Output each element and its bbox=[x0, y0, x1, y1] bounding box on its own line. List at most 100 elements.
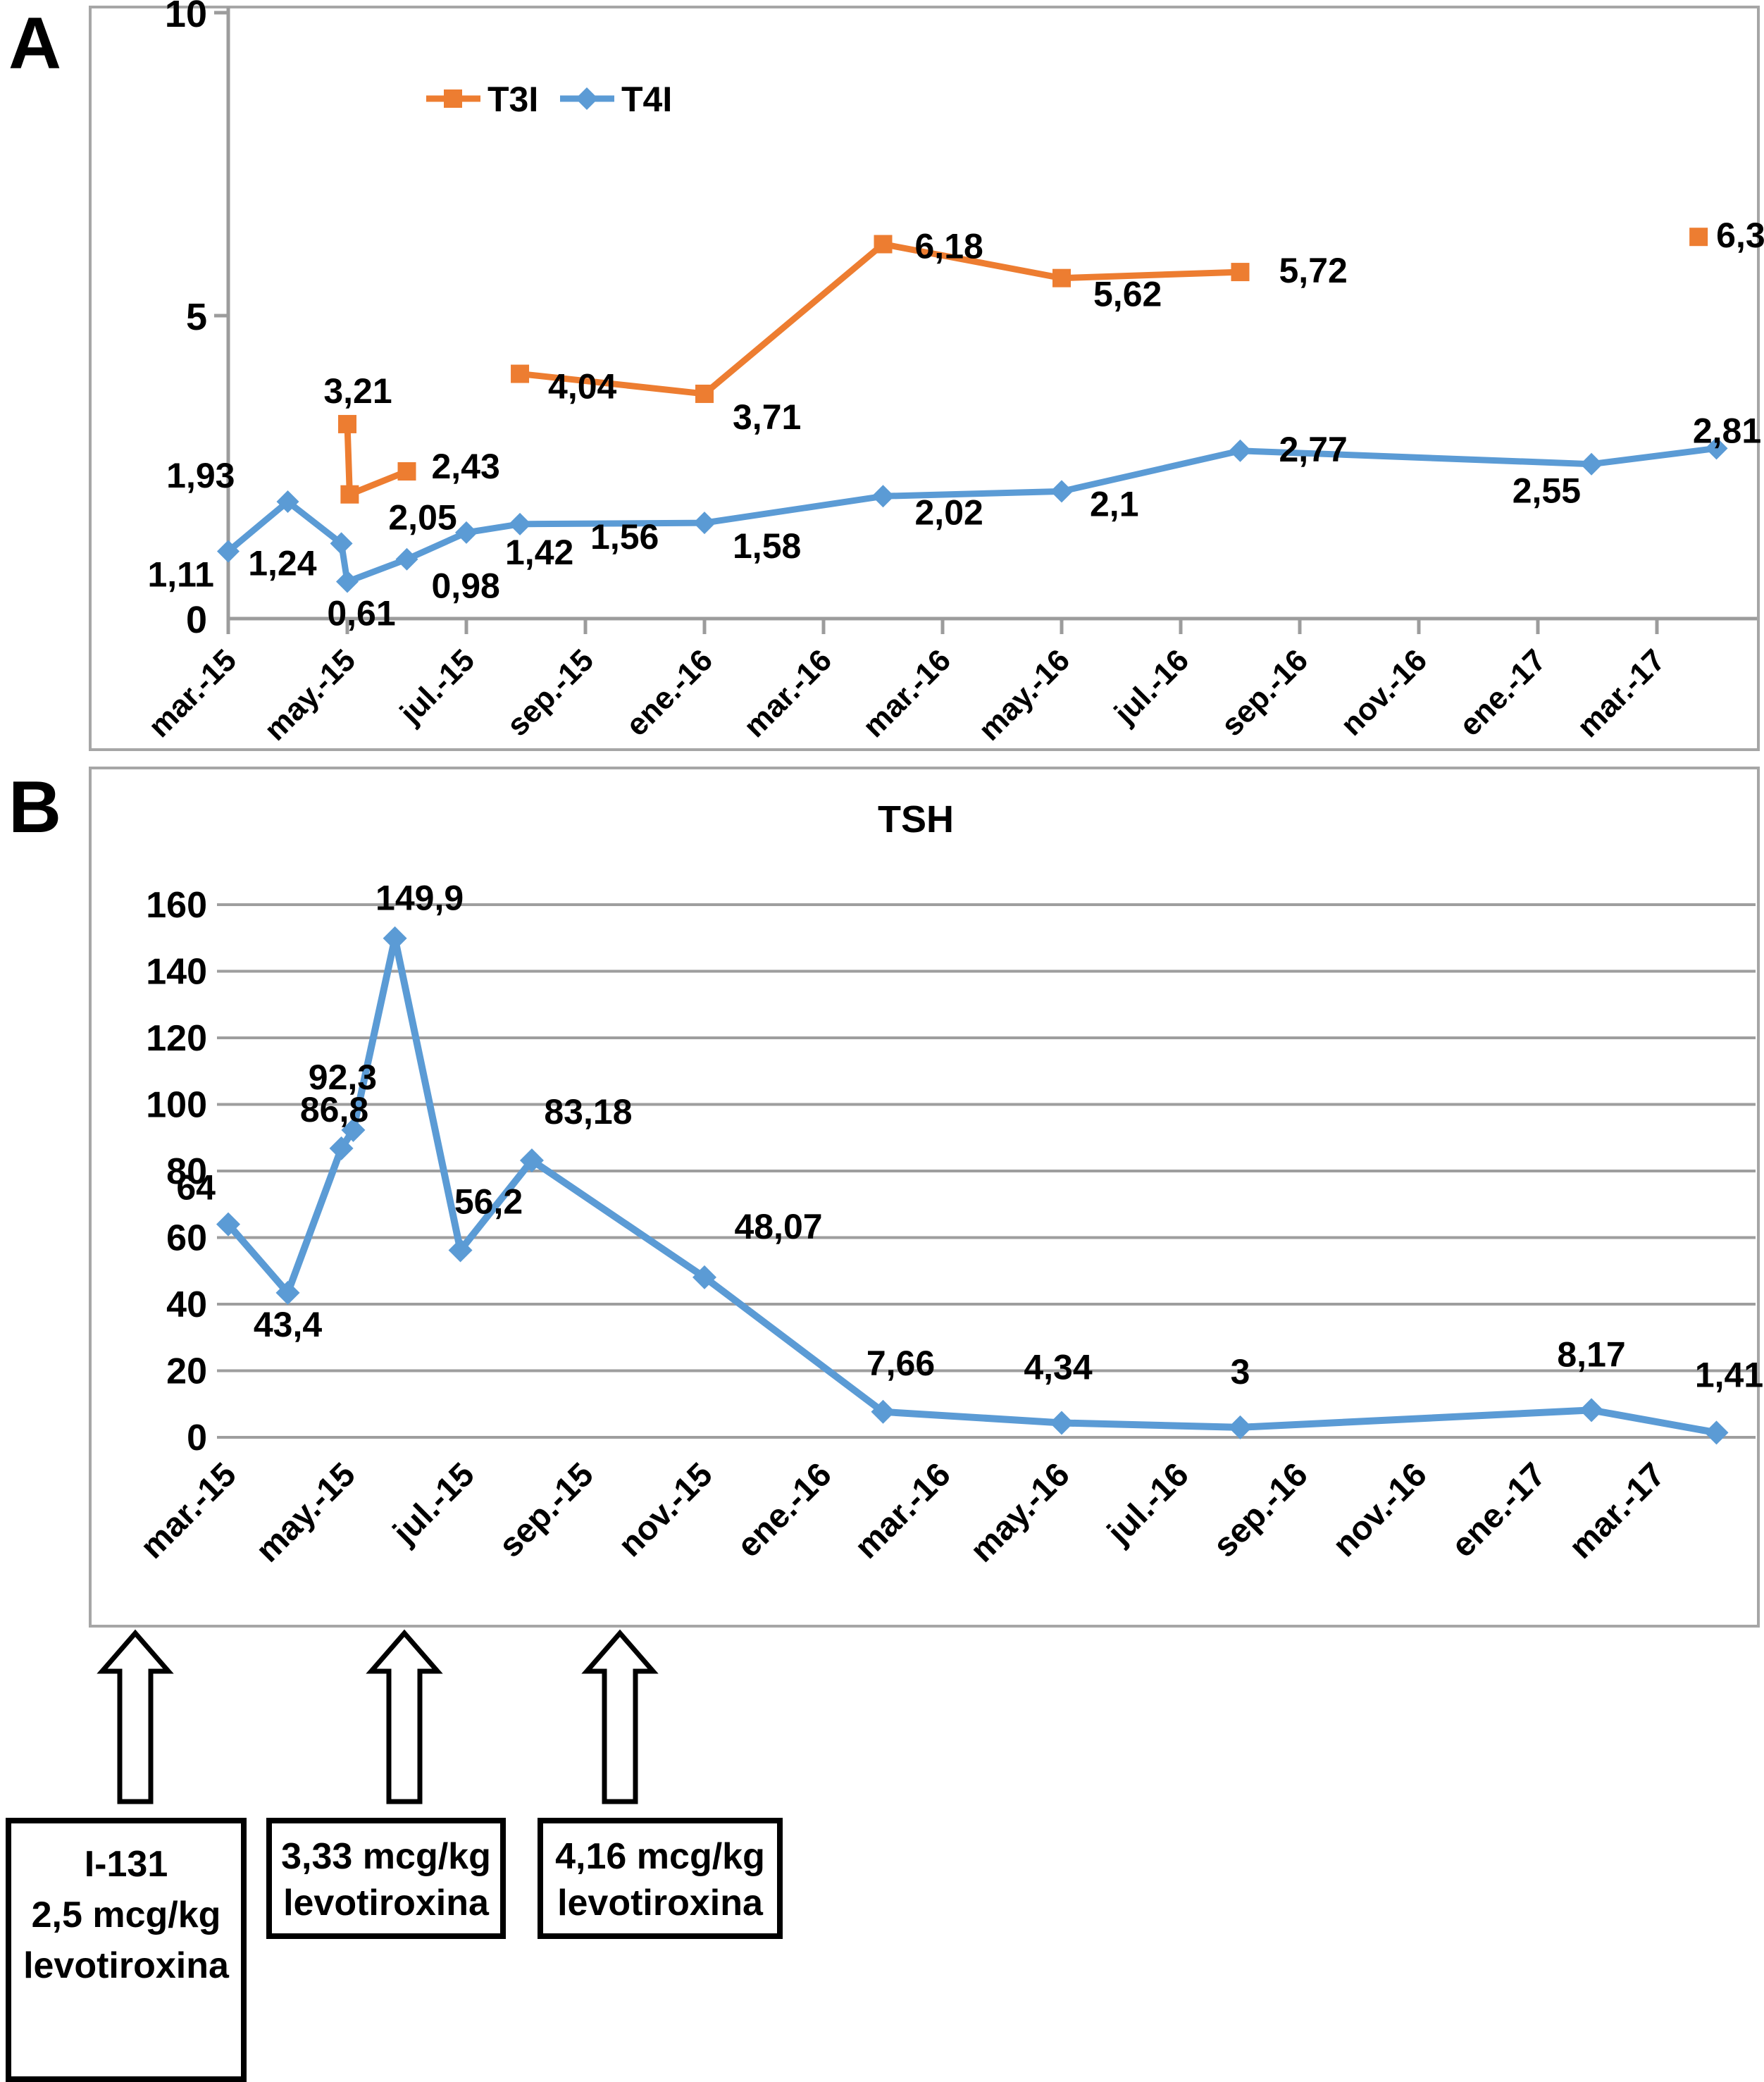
panel-b-y-tick-label: 160 bbox=[146, 885, 207, 926]
panel-b-chart: 0 20 40 60 80 100 120 140 160 mar.-15 may.-15 jul.-… bbox=[133, 885, 1756, 1570]
tsh-data-label: 48,07 bbox=[734, 1207, 822, 1246]
tsh-data-label: 56,2 bbox=[454, 1182, 523, 1221]
tsh-marker bbox=[519, 1148, 544, 1172]
t4i-marker bbox=[455, 521, 478, 544]
tsh-marker bbox=[448, 1238, 473, 1263]
tsh-marker bbox=[341, 1117, 366, 1142]
t3i-data-label: 5,72 bbox=[1279, 251, 1348, 290]
tsh-marker bbox=[871, 1399, 895, 1424]
tsh-marker bbox=[1704, 1420, 1729, 1445]
t3i-marker bbox=[1231, 263, 1250, 282]
panel-b-y-tick-label: 20 bbox=[166, 1351, 207, 1392]
treatment-box-line: I-131 bbox=[84, 1844, 168, 1885]
t4i-marker bbox=[1705, 437, 1728, 460]
t4i-marker bbox=[395, 547, 418, 571]
t4i-marker bbox=[276, 490, 299, 514]
legend-label-t3i: T3I bbox=[487, 80, 538, 119]
t3i-data-label: 6,3 bbox=[1716, 216, 1764, 255]
panel-b-x-tick-label: may.-15 bbox=[249, 1456, 362, 1569]
t4i-marker bbox=[330, 532, 353, 555]
panel-b-y-tick-label: 80 bbox=[166, 1151, 207, 1192]
panel-b-letter: B bbox=[8, 767, 62, 848]
t4i-marker bbox=[217, 540, 240, 563]
t3i-marker bbox=[397, 462, 416, 481]
legend-label-t4i: T4I bbox=[621, 80, 672, 119]
series-t3i: 3,21 2,05 2,43 4,04 3,71 6,18 5,62 5,72 6,3 bbox=[323, 216, 1764, 538]
treatment-box-416: 4,16 mcg/kg levotiroxina bbox=[538, 1818, 783, 1939]
t4i-data-label: 1,93 bbox=[166, 456, 235, 495]
panel-b-x-tick-label: jul.-15 bbox=[386, 1456, 482, 1551]
t4i-marker bbox=[1580, 452, 1603, 476]
t4i-data-label: 2,02 bbox=[915, 492, 983, 532]
tsh-marker bbox=[383, 926, 407, 950]
treatment-arrows bbox=[97, 1629, 659, 1804]
tsh-data-label: 7,66 bbox=[867, 1344, 935, 1383]
t3i-marker bbox=[340, 485, 359, 504]
tsh-marker bbox=[692, 1265, 716, 1289]
t4i-marker bbox=[871, 485, 895, 508]
treatment-arrow-up-icon bbox=[581, 1629, 659, 1804]
panel-b-x-tick-label: mar.-16 bbox=[847, 1456, 957, 1566]
treatment-arrow-up-icon bbox=[97, 1629, 174, 1804]
t4i-marker bbox=[693, 512, 716, 535]
panel-b-x-tick-label: sep.-15 bbox=[492, 1456, 600, 1564]
tsh-data-label: 83,18 bbox=[544, 1092, 632, 1132]
t3i-line bbox=[344, 421, 410, 498]
panel-a-y-tick-label: 0 bbox=[186, 599, 207, 641]
t4i-data-label: 2,55 bbox=[1513, 471, 1581, 511]
panel-a-x-tick-label: sep.-16 bbox=[1215, 643, 1315, 743]
panel-a-letter: A bbox=[8, 3, 62, 85]
panel-a-x-tick-label: jul.-16 bbox=[1107, 643, 1195, 731]
panel-b-x-tick-label: nov.-15 bbox=[611, 1456, 720, 1564]
tsh-marker bbox=[216, 1212, 240, 1237]
t3i-marker bbox=[338, 414, 356, 433]
panel-a-y-tick-label: 5 bbox=[186, 296, 207, 338]
panel-a-x-tick-label: mar.-17 bbox=[1570, 643, 1672, 744]
t4i-marker bbox=[1050, 480, 1073, 503]
panel-b-border bbox=[89, 767, 1760, 1628]
panel-a-legend: T3I T4I bbox=[426, 80, 672, 119]
panel-b-y-tick-label: 100 bbox=[146, 1085, 207, 1126]
tsh-data-label: 8,17 bbox=[1557, 1334, 1625, 1374]
t4i-data-label: 1,42 bbox=[505, 533, 573, 572]
panel-b-y-tick-label: 60 bbox=[166, 1218, 207, 1259]
t3i-marker bbox=[511, 364, 530, 383]
panel-b-x-tick-label: mar.-15 bbox=[133, 1456, 243, 1566]
tsh-data-label: 1,41 bbox=[1695, 1355, 1763, 1394]
treatment-arrow-up-icon bbox=[366, 1629, 443, 1804]
t4i-data-label: 2,1 bbox=[1090, 484, 1139, 523]
tsh-chart-title: TSH bbox=[878, 798, 954, 841]
treatment-box-line: 3,33 mcg/kg bbox=[281, 1836, 491, 1877]
t3i-marker bbox=[1052, 268, 1071, 287]
treatment-box-333: 3,33 mcg/kg levotiroxina bbox=[266, 1818, 506, 1939]
tsh-data-label: 43,4 bbox=[254, 1305, 323, 1344]
panel-a-x-tick-label: may.-15 bbox=[258, 643, 362, 747]
panel-a-x-tick-label: mar.-15 bbox=[142, 643, 243, 744]
tsh-data-label: 4,34 bbox=[1024, 1347, 1093, 1387]
panel-a-x-tick-label: mar.-16 bbox=[856, 643, 957, 744]
t3i-marker bbox=[695, 384, 714, 403]
series-t4i: 1,11 1,93 1,24 0,61 0,981,42 1,56 1,58 2,02 2,1 2… bbox=[147, 411, 1761, 633]
legend-t4i-marker bbox=[576, 87, 598, 110]
tsh-marker bbox=[329, 1136, 354, 1160]
tsh-line bbox=[225, 934, 1720, 1437]
tsh-marker bbox=[1050, 1411, 1074, 1435]
panel-a-x-tick-label: nov.-16 bbox=[1334, 643, 1434, 742]
panel-a-x-tick-label: ene.-16 bbox=[619, 643, 719, 743]
panel-a-x-tick-label: may.-16 bbox=[972, 643, 1076, 747]
t3i-data-label: 6,18 bbox=[915, 227, 983, 266]
treatment-box-line: 2,5 mcg/kg bbox=[31, 1895, 221, 1935]
treatment-box-line: levotiroxina bbox=[23, 1945, 229, 1986]
tsh-marker bbox=[275, 1280, 300, 1305]
tsh-data-label: 3 bbox=[1231, 1352, 1250, 1392]
panel-b-x-tick-label: sep.-16 bbox=[1206, 1456, 1315, 1564]
t3i-data-label: 3,21 bbox=[323, 371, 392, 411]
t3i-data-label: 2,05 bbox=[388, 498, 456, 538]
t4i-data-label: 1,24 bbox=[248, 543, 317, 583]
tsh-data-label: 64 bbox=[176, 1168, 216, 1208]
panel-a-x-tick-label: mar.-16 bbox=[737, 643, 838, 744]
t3i-data-label: 4,04 bbox=[548, 367, 617, 407]
t3i-marker bbox=[1689, 228, 1708, 247]
